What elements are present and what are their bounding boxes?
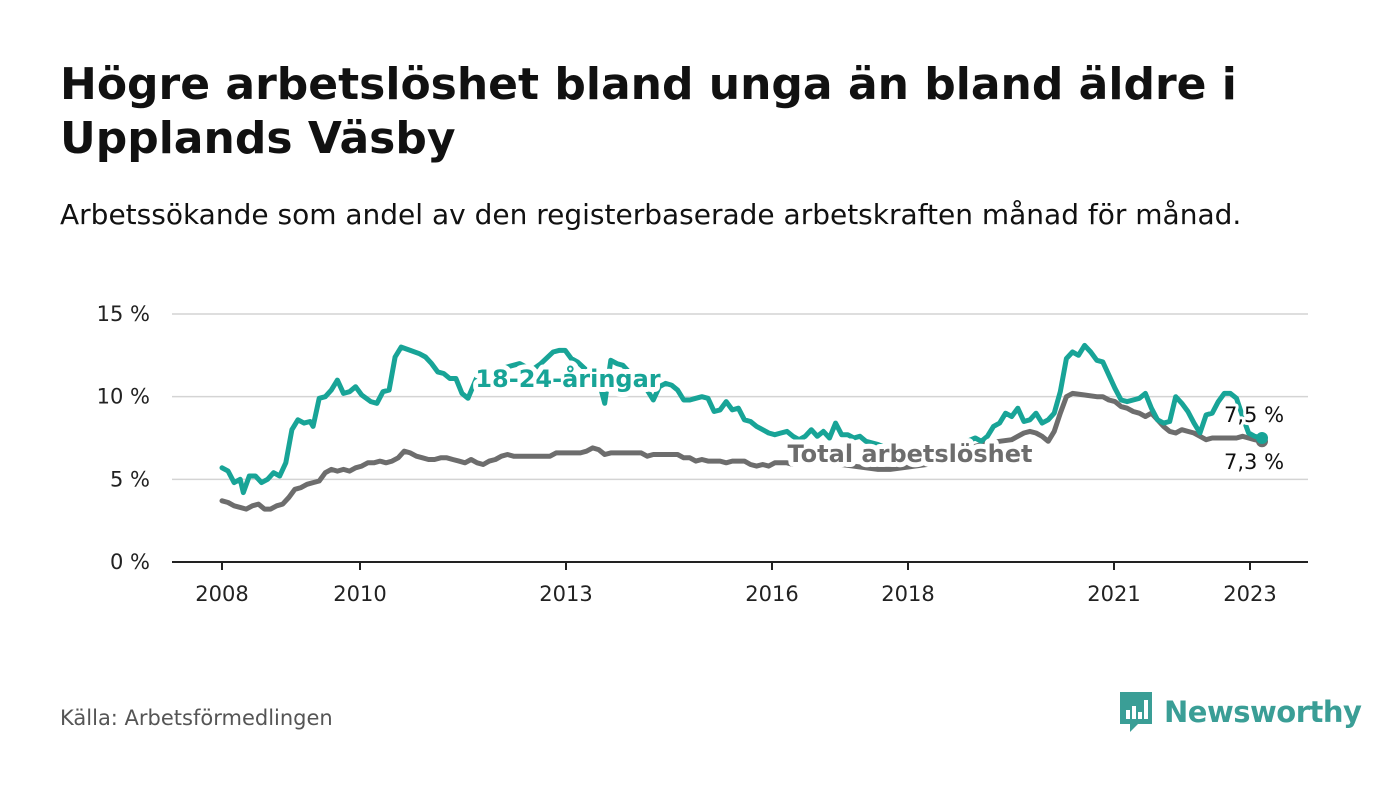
y-tick-label: 15 %	[97, 302, 150, 326]
x-tick-label: 2023	[1223, 582, 1276, 606]
x-tick-label: 2010	[333, 582, 386, 606]
y-tick-label: 0 %	[110, 550, 150, 574]
series-label-youth: 18-24-åringar	[475, 364, 660, 393]
x-tick-label: 2021	[1087, 582, 1140, 606]
newsworthy-logo-icon	[1120, 692, 1152, 732]
end-value-label-youth: 7,5 %	[1224, 403, 1284, 427]
x-tick-label: 2016	[745, 582, 798, 606]
x-tick-label: 2008	[195, 582, 248, 606]
y-tick-label: 10 %	[97, 385, 150, 409]
end-value-label-total: 7,3 %	[1224, 450, 1284, 474]
x-tick-label: 2013	[539, 582, 592, 606]
series-lines	[219, 342, 1268, 512]
x-tick-label: 2018	[881, 582, 934, 606]
source-note: Källa: Arbetsförmedlingen	[60, 706, 333, 730]
y-axis-ticks: 0 % 5 % 10 % 15 %	[97, 302, 150, 574]
line-chart: 0 %5 %10 %15 % 2008 2010 2013 2016 2018 2021 2…	[97, 302, 1308, 606]
series-labels: 18-24-åringar Total arbetslöshet 7,5 % 7,3 …	[470, 359, 1287, 477]
chart-title: Högre arbetslöshet bland unga än bland ä…	[60, 59, 1237, 164]
series-line-total	[219, 390, 1265, 512]
brand-logo: Newsworthy	[1118, 690, 1362, 734]
y-tick-label: 5 %	[110, 467, 150, 491]
chart-subtitle: Arbetssökande som andel av den registerb…	[60, 198, 1242, 231]
series-line-youth	[219, 342, 1265, 496]
x-axis-ticks: 2008 2010 2013 2016 2018 2021 2023	[195, 562, 1277, 606]
series-label-total: Total arbetslöshet	[787, 440, 1032, 468]
gridlines	[172, 313, 1308, 563]
brand-name: Newsworthy	[1164, 695, 1362, 729]
series-end-point	[1256, 432, 1268, 444]
